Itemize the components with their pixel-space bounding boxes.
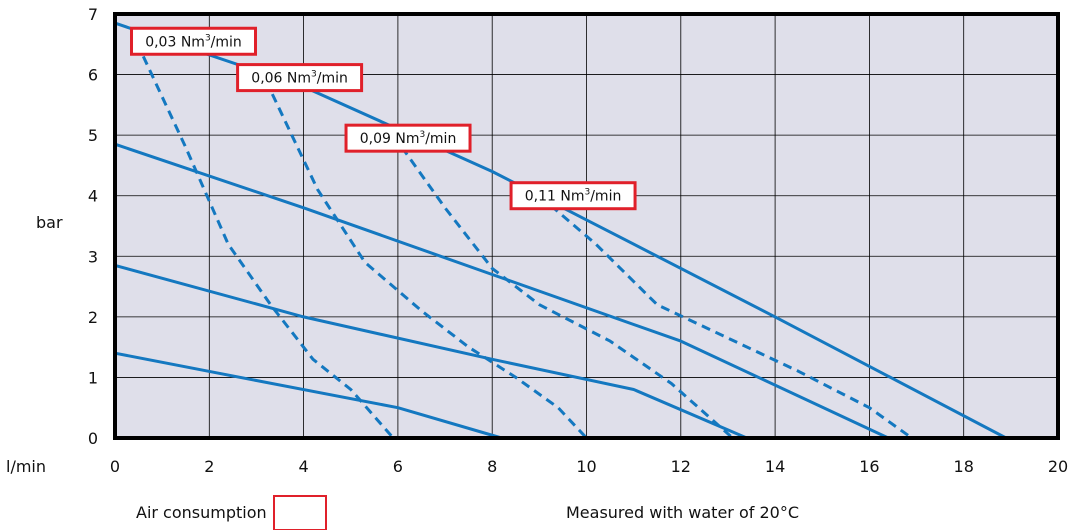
annotation-box: [130, 26, 258, 56]
x-tick-label: 2: [204, 457, 214, 476]
annotation-label: 0,06 Nm3/min: [251, 70, 348, 87]
y-tick-label: 1: [88, 368, 98, 387]
annotation-box: [509, 181, 637, 211]
annotation-label: 0,09 Nm3/min: [360, 130, 457, 147]
annotation-label: 0,03 Nm3/min: [145, 33, 242, 50]
x-tick-label: 20: [1048, 457, 1068, 476]
plot-frame: [113, 12, 1060, 440]
x-tick-label: 4: [299, 457, 309, 476]
air-consumption-curve: [538, 194, 913, 440]
air-consumption-curve: [264, 79, 588, 440]
y-tick-label: 7: [88, 5, 98, 24]
annotation-box: [344, 123, 472, 153]
annotation-label: 0,11 Nm3/min: [525, 188, 622, 205]
legend-label: Air consumption: [136, 503, 267, 522]
legend-swatch: [273, 495, 327, 530]
y-tick-label: 3: [88, 247, 98, 266]
pressure-curve: [113, 351, 504, 440]
measurement-note: Measured with water of 20°C: [566, 503, 799, 522]
annotations: 0,03 Nm3/min 0,06 Nm3/min 0,09 Nm3/min 0,11…: [130, 26, 637, 211]
x-tick-label: 14: [765, 457, 785, 476]
x-tick-label: 8: [487, 457, 497, 476]
x-tick-label: 16: [859, 457, 879, 476]
x-tick-label: 12: [671, 457, 691, 476]
plot-border: [113, 12, 1060, 440]
pressure-curve: [113, 142, 890, 440]
annotation-box: [236, 63, 364, 93]
y-tick-label: 5: [88, 126, 98, 145]
x-axis-label: l/min: [6, 457, 46, 476]
air-consumption-curve: [391, 134, 734, 440]
y-tick-label: 0: [88, 429, 98, 448]
y-tick-label: 6: [88, 66, 98, 85]
x-tick-label: 18: [954, 457, 974, 476]
pressure-curve: [113, 263, 749, 440]
x-tick-label: 10: [576, 457, 596, 476]
x-tick-label: 6: [393, 457, 403, 476]
y-tick-label: 4: [88, 187, 98, 206]
x-tick-label: 0: [110, 457, 120, 476]
y-tick-label: 2: [88, 308, 98, 327]
air-consumption-curve: [141, 55, 395, 439]
y-axis-label: bar: [36, 213, 63, 232]
